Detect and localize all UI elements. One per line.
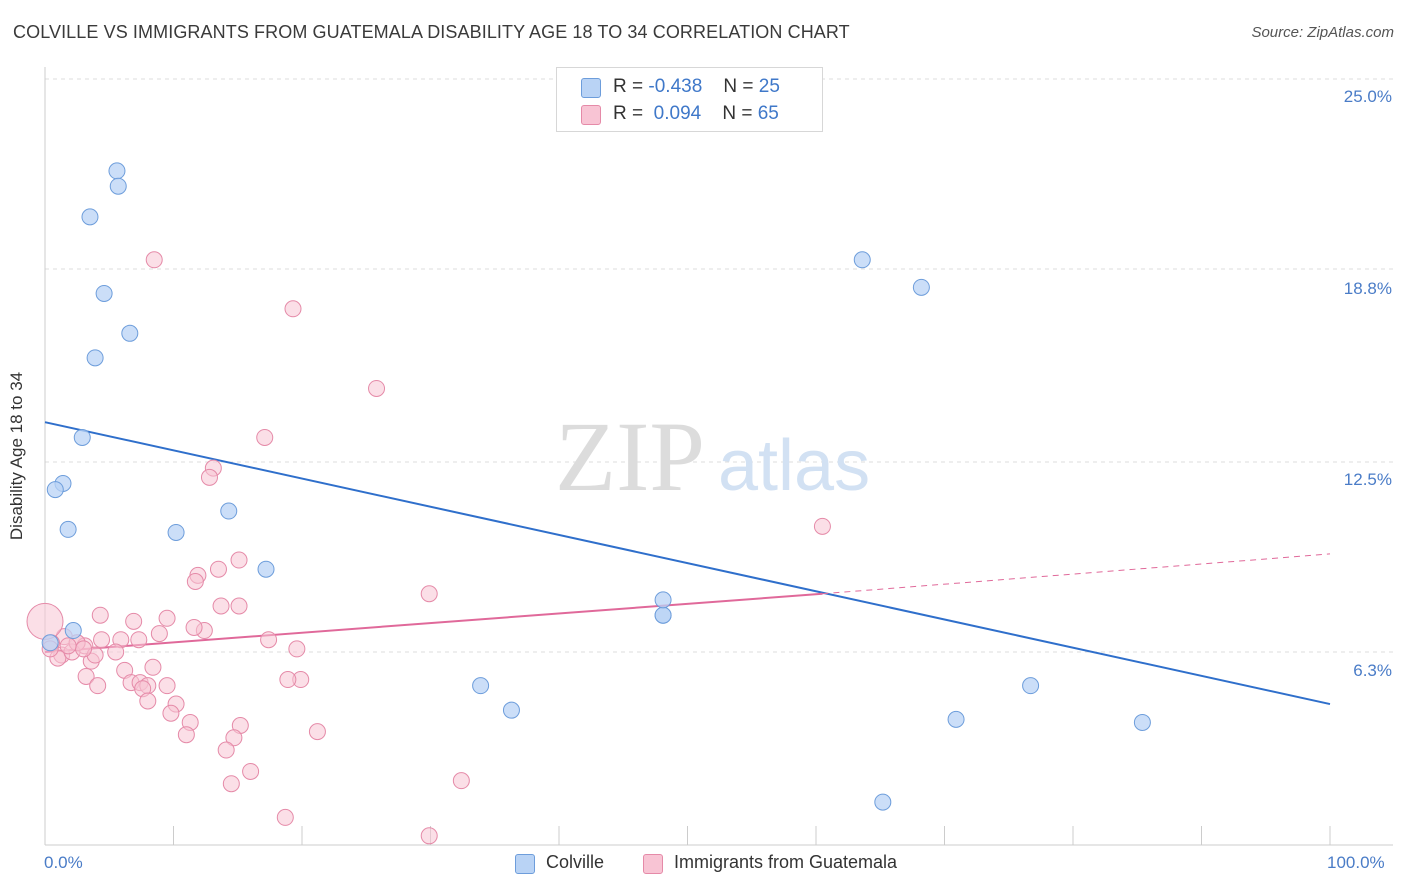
data-point-colville — [108, 162, 126, 180]
data-point-guatemala — [77, 667, 95, 685]
data-point-colville — [41, 634, 59, 652]
bottom-legend-label-guatemala: Immigrants from Guatemala — [674, 852, 898, 872]
bottom-legend-swatch-colville — [515, 854, 535, 874]
data-point-colville — [654, 606, 672, 624]
data-point-guatemala — [209, 560, 227, 578]
y-tick-label-18-8: 18.8% — [1343, 279, 1392, 298]
data-point-guatemala — [150, 625, 168, 643]
data-point-guatemala — [288, 640, 306, 658]
data-point-guatemala — [75, 640, 93, 658]
data-point-guatemala — [256, 428, 274, 446]
trend-line-colville — [44, 421, 1331, 706]
legend-swatch-guatemala — [581, 105, 601, 125]
data-point-colville — [73, 428, 91, 446]
data-point-guatemala — [158, 609, 176, 627]
data-point-colville — [64, 622, 82, 640]
data-point-guatemala — [186, 572, 204, 590]
data-point-guatemala — [284, 300, 302, 318]
data-point-guatemala — [144, 658, 162, 676]
data-point-colville — [853, 251, 871, 269]
trend-line-guatemala — [44, 592, 823, 653]
y-axis-label: Disability Age 18 to 34 — [7, 371, 26, 541]
x-tick-label-100: 100.0% — [1327, 853, 1385, 872]
data-point-colville — [109, 177, 127, 195]
y-tick-label-12-5: 12.5% — [1343, 470, 1392, 489]
data-point-guatemala — [813, 517, 831, 535]
data-point-colville — [257, 560, 275, 578]
data-point-guatemala — [162, 704, 180, 722]
data-point-guatemala — [145, 251, 163, 269]
data-point-guatemala — [130, 631, 148, 649]
data-point-guatemala — [177, 726, 195, 744]
data-point-guatemala — [200, 468, 218, 486]
data-point-guatemala — [158, 677, 176, 695]
data-point-colville — [220, 502, 238, 520]
chart-title: COLVILLE VS IMMIGRANTS FROM GUATEMALA DI… — [13, 22, 850, 42]
watermark-atlas: atlas — [718, 426, 870, 506]
data-point-colville — [121, 324, 139, 342]
data-point-guatemala — [276, 808, 294, 826]
data-point-colville — [86, 349, 104, 367]
trend-line-guatemala-extension — [822, 553, 1331, 595]
grid-lines — [45, 78, 1393, 653]
data-point-colville — [59, 520, 77, 538]
x-tick-label-0: 0.0% — [44, 853, 83, 872]
watermark: ZIP atlas — [555, 401, 870, 512]
legend-r-value-colville: -0.438 — [648, 76, 703, 97]
data-point-colville — [1133, 713, 1151, 731]
data-point-guatemala — [420, 827, 438, 845]
legend-n-label: N = — [722, 103, 753, 124]
legend-n-value-colville: 25 — [758, 76, 780, 97]
legend-r-value-guatemala: 0.094 — [653, 103, 702, 124]
data-point-guatemala — [308, 723, 326, 741]
bottom-legend-swatch-guatemala — [643, 854, 663, 874]
data-point-guatemala — [279, 671, 297, 689]
data-point-guatemala — [222, 775, 240, 793]
data-point-colville — [654, 591, 672, 609]
y-tick-label-6-3: 6.3% — [1353, 661, 1392, 680]
data-point-guatemala — [260, 631, 278, 649]
data-point-guatemala — [185, 618, 203, 636]
legend-n-value-guatemala: 65 — [757, 103, 779, 124]
legend-swatch-colville — [581, 78, 601, 98]
data-point-guatemala — [230, 597, 248, 615]
data-point-guatemala — [452, 772, 470, 790]
data-point-colville — [1022, 677, 1040, 695]
data-point-colville — [167, 523, 185, 541]
data-point-guatemala — [225, 729, 243, 747]
data-point-guatemala — [125, 612, 143, 630]
data-point-colville — [95, 284, 113, 302]
data-point-colville — [502, 701, 520, 719]
data-point-colville — [81, 208, 99, 226]
legend-n-label: N = — [723, 76, 754, 97]
data-point-colville — [912, 278, 930, 296]
source-label: Source: ZipAtlas.com — [1251, 24, 1394, 41]
data-point-guatemala — [91, 606, 109, 624]
data-point-guatemala — [107, 643, 125, 661]
bottom-legend-label-colville: Colville — [546, 852, 605, 872]
data-point-colville — [46, 481, 64, 499]
data-point-guatemala — [59, 637, 77, 655]
data-point-colville — [874, 793, 892, 811]
trend-lines — [44, 421, 1331, 706]
data-point-guatemala — [230, 551, 248, 569]
data-point-guatemala — [93, 631, 111, 649]
legend-r-label: R = — [613, 103, 644, 124]
data-point-colville — [472, 677, 490, 695]
watermark-zip: ZIP — [555, 401, 705, 512]
y-tick-label-25: 25.0% — [1343, 87, 1392, 106]
data-point-guatemala — [420, 585, 438, 603]
correlation-legend: R = -0.438 N = 25 R = 0.094 N = 65 — [556, 67, 823, 132]
data-point-colville — [947, 710, 965, 728]
data-point-guatemala — [139, 692, 157, 710]
data-point-guatemala — [368, 379, 386, 397]
data-point-guatemala — [242, 762, 260, 780]
data-point-guatemala — [89, 677, 107, 695]
data-points — [26, 162, 1151, 845]
legend-r-label: R = — [613, 76, 644, 97]
data-point-guatemala — [26, 602, 64, 640]
data-point-guatemala — [217, 741, 235, 759]
data-point-guatemala — [212, 597, 230, 615]
